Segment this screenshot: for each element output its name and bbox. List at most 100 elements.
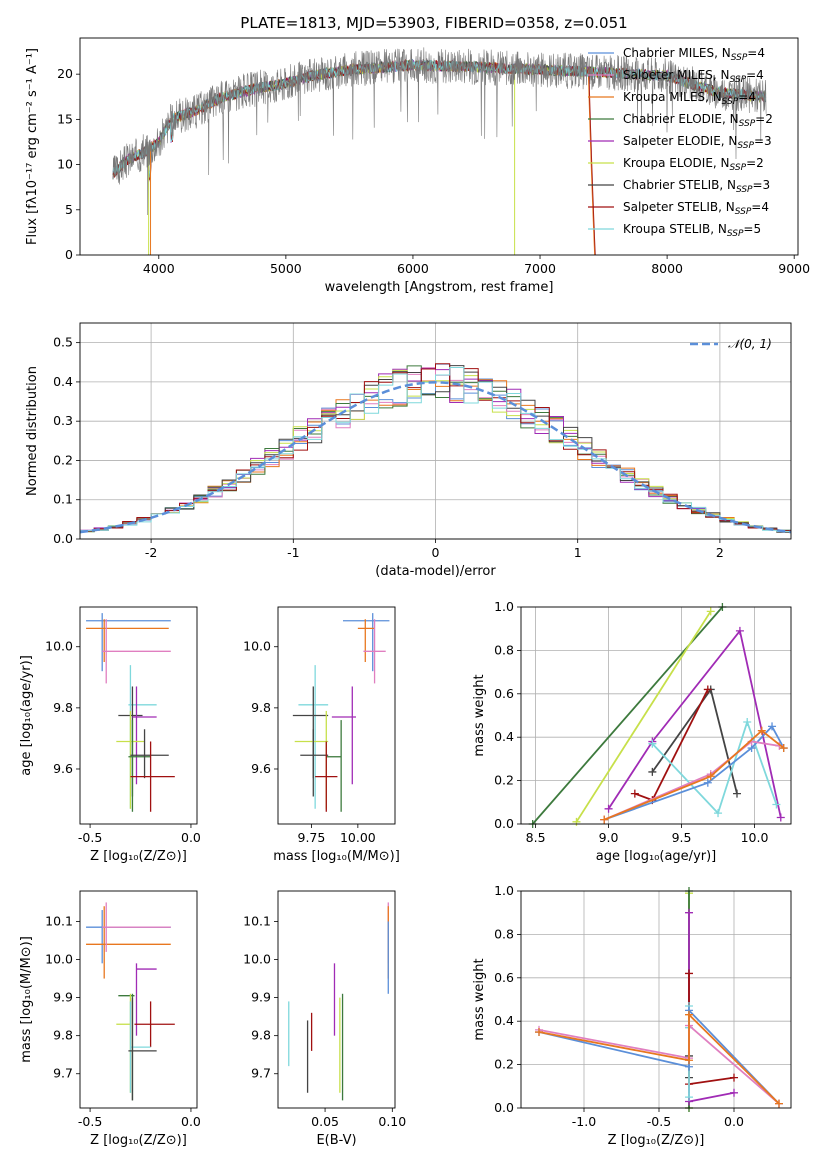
y-tick-label: 0.8 — [494, 926, 514, 941]
legend-sub: SSP — [722, 97, 739, 107]
y-tick-label: 10.0 — [243, 639, 271, 654]
errorbar-point — [129, 1001, 151, 1093]
y-tick-label: 10.0 — [45, 639, 73, 654]
y-tick-label: 0.4 — [494, 1013, 514, 1028]
x-tick-label: 10.0 — [741, 830, 769, 845]
y-tick-label: 15 — [57, 111, 73, 126]
weight-series-line — [538, 1012, 780, 1105]
x-tick-label: 0.05 — [311, 1114, 339, 1129]
legend-entry: Kroupa ELODIE, NSSP=2 — [623, 156, 764, 173]
weight-series-line — [607, 628, 782, 818]
weight-point-marker — [600, 815, 609, 824]
weight-point-marker — [572, 817, 581, 826]
weight-point-marker — [535, 1028, 543, 1037]
legend-entry: Salpeter MILES, NSSP=4 — [623, 68, 764, 85]
y-tick-label: 10.0 — [243, 952, 271, 967]
y-tick-label: 9.8 — [251, 1028, 271, 1043]
x-tick-label: -2 — [145, 545, 157, 560]
y-axis-label: mass weight — [472, 958, 487, 1040]
x-tick-label: 0.0 — [181, 830, 201, 845]
legend-entry: Kroupa STELIB, NSSP=5 — [623, 222, 761, 239]
x-tick-label: 7000 — [524, 261, 556, 276]
residuals-panel: -2 -1 0 1 2 0.0 0.1 0.2 0.3 0.4 0.5 (data-model)/er… — [25, 322, 792, 579]
y-tick-label: 0.0 — [53, 531, 73, 546]
y-tick-label: 0.2 — [494, 1057, 514, 1072]
y-tick-label: 0.6 — [494, 970, 514, 985]
legend-entry: Kroupa MILES, NSSP=4 — [623, 90, 756, 107]
axes-frame — [520, 890, 792, 1109]
weight_vs_age-panel: 8.5 9.0 9.5 10.0 0.0 0.2 0.4 0.6 0.8 1.0 age [log₁… — [472, 599, 792, 864]
x-axis-label: Z [log₁₀(Z/Z⊙)] — [90, 1133, 187, 1148]
weight-series-line — [651, 719, 778, 815]
legend-sub: SSP — [735, 207, 752, 217]
gaussian-legend-label: 𝒩(0, 1) — [728, 337, 772, 351]
y-tick-label: 0.8 — [494, 642, 514, 657]
y-tick-label: 10.0 — [45, 952, 73, 967]
y-tick-label: 0.2 — [494, 773, 514, 788]
errorbar-point — [102, 619, 171, 684]
x-tick-label: -0.5 — [78, 830, 102, 845]
y-tick-label: 0.6 — [494, 686, 514, 701]
legend-sub: SSP — [727, 229, 744, 239]
weight-point-marker — [768, 722, 777, 731]
panels-container: 4000 5000 6000 7000 8000 900005101520waveleng… — [19, 37, 810, 1148]
y-tick-label: 1.0 — [494, 599, 514, 614]
model-dropout — [588, 70, 596, 255]
errorbar-point — [315, 741, 338, 812]
legend-count: =3 — [753, 178, 771, 192]
legend-label: Chabrier MILES, N — [623, 46, 731, 60]
x-tick-label: 9000 — [778, 261, 810, 276]
x-tick-label: 6000 — [397, 261, 429, 276]
weight-point-marker — [735, 626, 744, 635]
legend-entry: Chabrier MILES, NSSP=4 — [623, 46, 765, 63]
weight-point-marker — [743, 718, 752, 727]
errorbar-point — [130, 741, 175, 812]
y-tick-label: 1.0 — [494, 883, 514, 898]
weight-series-line — [603, 729, 785, 821]
legend-label: Kroupa MILES, N — [623, 90, 722, 104]
weight-point-marker — [706, 772, 715, 781]
spectrum-lines — [112, 47, 767, 255]
x-tick-label: 8.5 — [526, 830, 546, 845]
x-tick-label: 1 — [574, 545, 582, 560]
x-tick-label: 0.0 — [724, 1114, 744, 1129]
x-tick-label: 9.75 — [298, 830, 326, 845]
y-tick-label: 10.1 — [45, 913, 73, 928]
x-tick-label: 2 — [716, 545, 724, 560]
errorbar-point — [86, 906, 171, 979]
y-tick-label: 9.9 — [53, 990, 73, 1005]
legend-count: =4 — [738, 90, 756, 104]
y-tick-label: 9.6 — [53, 761, 73, 776]
x-tick-label: 0.10 — [378, 1114, 406, 1129]
figure-title: PLATE=1813, MJD=53903, FIBERID=0358, z=0… — [240, 14, 627, 32]
weight-point-marker — [757, 726, 766, 735]
errorbar-point — [300, 729, 329, 779]
observed-spectrum-line — [112, 47, 767, 216]
axes-frame — [277, 606, 396, 825]
weight-point-marker — [685, 908, 693, 917]
legend-count: =4 — [751, 200, 769, 214]
x-axis-label: wavelength [Angstrom, rest frame] — [325, 280, 554, 295]
legend-sub: SSP — [731, 53, 748, 63]
mass_vs_Z-panel: -0.5 0.0 9.7 9.8 9.9 10.0 10.1 Z [log₁₀(Z/Z⊙)] m… — [19, 890, 201, 1148]
y-tick-label: 20 — [57, 66, 73, 81]
weight-point-marker — [703, 778, 712, 787]
axes-frame — [79, 37, 799, 256]
weight-point-marker — [730, 1073, 738, 1082]
weight-point-marker — [630, 789, 639, 798]
errorbar-point — [331, 686, 356, 785]
x-axis-label: E(B-V) — [316, 1133, 356, 1148]
legend-sub: SSP — [736, 185, 753, 195]
legend-count: =2 — [746, 156, 764, 170]
x-tick-label: 10.00 — [340, 830, 376, 845]
weight-point-marker — [714, 809, 723, 818]
weight-point-marker — [648, 767, 657, 776]
y-tick-label: 9.8 — [251, 700, 271, 715]
weight-point-marker — [706, 607, 715, 616]
y-axis-label: mass [log₁₀(M/M⊙)] — [19, 936, 34, 1063]
axes-frame — [277, 890, 396, 1109]
y-tick-label: 9.8 — [53, 700, 73, 715]
axes-frame — [520, 606, 792, 825]
y-tick-label: 9.7 — [251, 1066, 271, 1081]
